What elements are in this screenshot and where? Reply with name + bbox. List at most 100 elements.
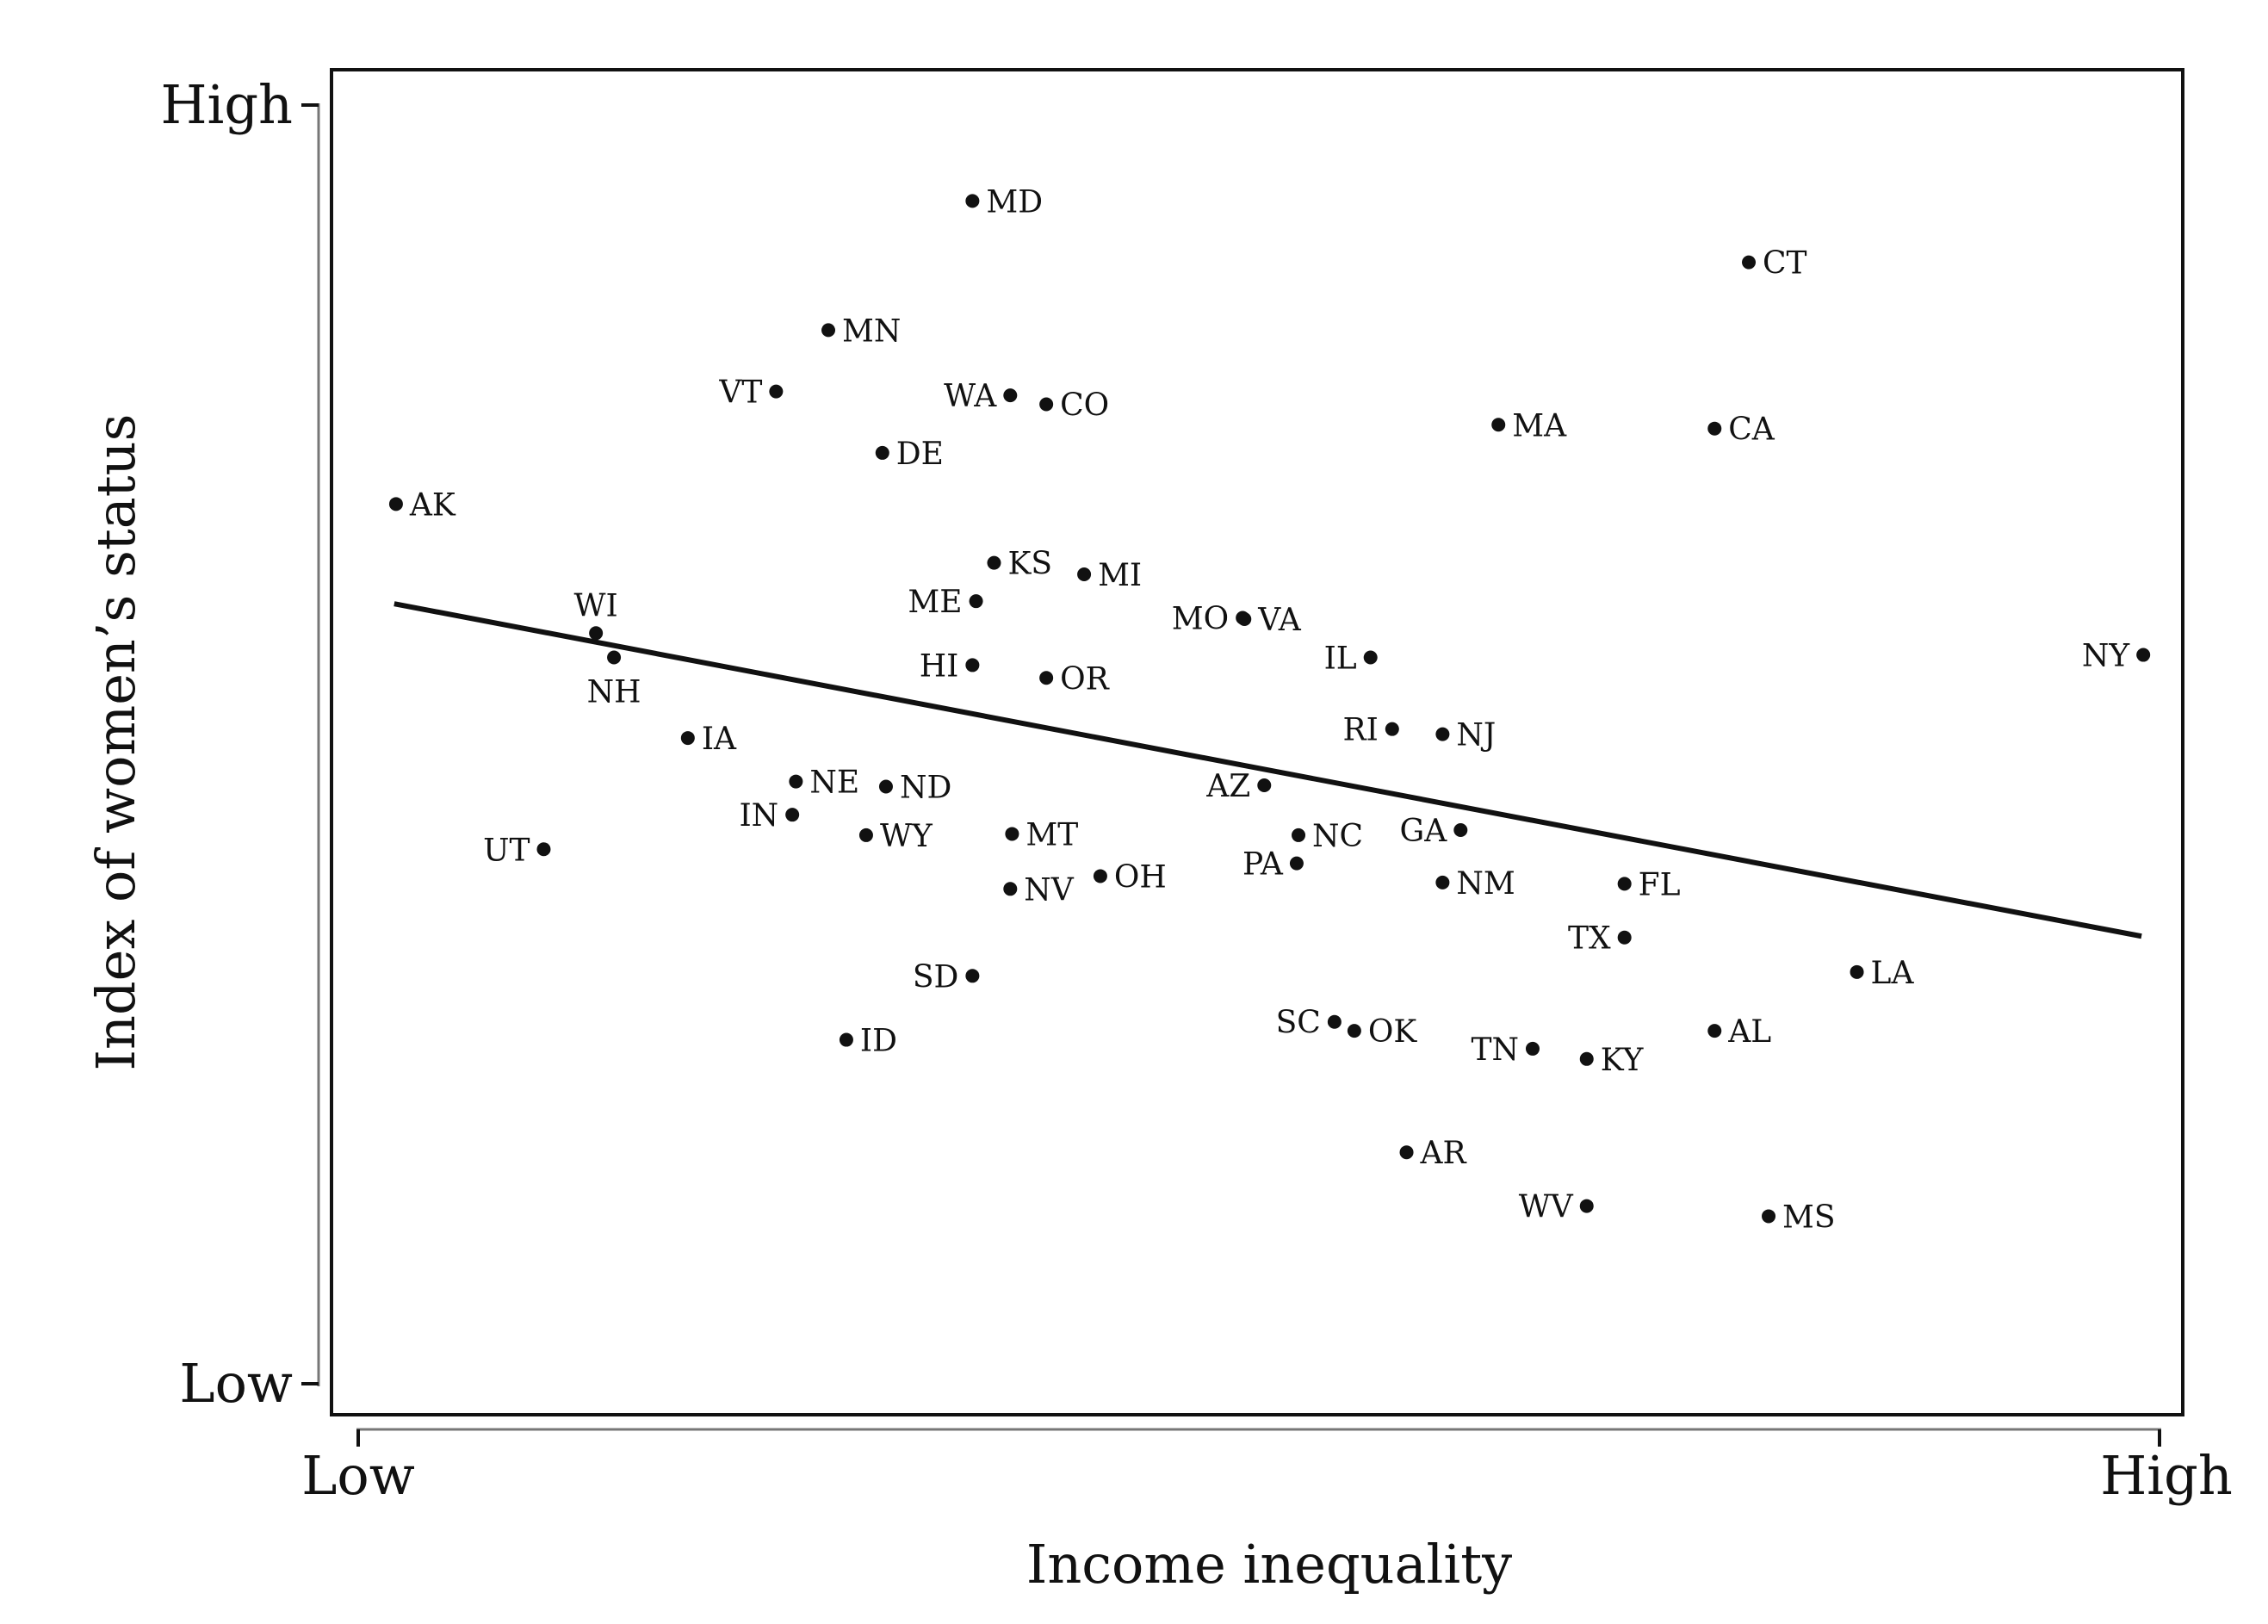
- point-label: FL: [1639, 867, 1681, 902]
- data-point-wa: WA: [944, 379, 1018, 414]
- point-label: WV: [1519, 1190, 1574, 1225]
- data-point-al: AL: [1707, 1014, 1771, 1050]
- data-point-la: LA: [1850, 956, 1915, 991]
- data-point-de: DE: [875, 437, 944, 472]
- point-marker: [1363, 650, 1378, 665]
- data-point-tn: TN: [1471, 1032, 1540, 1068]
- point-label: CA: [1728, 412, 1775, 448]
- point-label: ND: [900, 771, 951, 806]
- data-point-ma: MA: [1491, 408, 1567, 443]
- point-label: AR: [1420, 1136, 1467, 1171]
- data-points: MD CT MN VT WA CO MA CA DE AK KS MI ME MO VA IL NY WI NH HI…: [388, 184, 2151, 1235]
- data-point-oh: OH: [1093, 859, 1167, 895]
- point-label: MT: [1026, 817, 1078, 852]
- point-marker: [1039, 671, 1054, 685]
- point-label: GA: [1400, 814, 1448, 849]
- point-label: HI: [920, 648, 959, 684]
- point-marker: [1327, 1014, 1342, 1029]
- data-point-ny: NY: [2082, 639, 2151, 674]
- point-label: AZ: [1205, 769, 1250, 804]
- data-point-ct: CT: [1742, 246, 1807, 282]
- point-label: WA: [944, 379, 997, 414]
- point-marker: [1077, 567, 1092, 581]
- point-marker: [839, 1032, 853, 1047]
- y-axis: High Low Index of women’s status: [84, 73, 320, 1415]
- point-marker: [1617, 877, 1632, 891]
- point-marker: [1453, 822, 1468, 837]
- data-point-ca: CA: [1707, 412, 1775, 448]
- point-marker: [965, 194, 980, 208]
- data-point-ms: MS: [1762, 1199, 1836, 1235]
- point-label: NJ: [1456, 718, 1496, 753]
- point-marker: [1292, 827, 1306, 842]
- y-axis-title: Index of women’s status: [84, 414, 147, 1071]
- y-tick-label-high: High: [160, 73, 293, 136]
- point-label: TX: [1568, 921, 1611, 957]
- point-label: LA: [1871, 956, 1915, 991]
- point-marker: [1579, 1199, 1594, 1213]
- point-label: OR: [1060, 661, 1110, 697]
- data-point-sd: SD: [913, 959, 980, 995]
- point-label: CO: [1060, 387, 1109, 423]
- point-marker: [1762, 1209, 1776, 1224]
- point-label: NV: [1024, 872, 1075, 908]
- point-label: MN: [842, 313, 901, 349]
- data-point-nj: NJ: [1435, 718, 1496, 753]
- point-marker: [607, 650, 622, 665]
- data-point-wv: WV: [1519, 1190, 1594, 1225]
- point-label: NH: [587, 675, 641, 710]
- data-point-ar: AR: [1399, 1136, 1467, 1171]
- point-marker: [1003, 882, 1018, 896]
- data-point-pa: PA: [1242, 847, 1304, 883]
- x-axis-title: Income inequality: [1026, 1533, 1512, 1596]
- data-point-sc: SC: [1276, 1006, 1342, 1041]
- point-marker: [1707, 1024, 1722, 1038]
- point-marker: [875, 445, 889, 460]
- point-marker: [858, 827, 873, 842]
- point-label: IA: [702, 722, 737, 757]
- point-marker: [987, 555, 1001, 570]
- plot-frame: [330, 68, 2184, 1416]
- data-point-wi: WI: [574, 588, 618, 641]
- point-label: PA: [1242, 847, 1284, 883]
- data-point-ri: RI: [1342, 713, 1399, 748]
- data-point-ut: UT: [483, 833, 551, 868]
- x-tick-label-high: High: [2100, 1444, 2233, 1507]
- data-point-ia: IA: [680, 722, 737, 757]
- point-label: TN: [1471, 1032, 1519, 1068]
- point-marker: [589, 626, 604, 641]
- data-point-wy: WY: [858, 819, 933, 854]
- x-tick-label-low: Low: [301, 1444, 415, 1507]
- point-marker: [1093, 869, 1107, 883]
- point-label: ME: [908, 585, 962, 620]
- data-point-mn: MN: [821, 313, 901, 349]
- point-marker: [785, 808, 800, 822]
- point-marker: [1707, 421, 1722, 436]
- data-point-ok: OK: [1347, 1014, 1417, 1050]
- point-label: IL: [1324, 642, 1357, 677]
- point-label: IN: [739, 798, 778, 834]
- point-label: RI: [1342, 713, 1378, 748]
- data-point-id: ID: [839, 1024, 897, 1059]
- point-marker: [1237, 611, 1252, 626]
- point-marker: [388, 497, 403, 511]
- point-label: ID: [860, 1024, 897, 1059]
- data-point-mo: MO: [1172, 601, 1250, 636]
- data-point-nc: NC: [1292, 819, 1363, 854]
- point-marker: [1525, 1041, 1540, 1056]
- point-label: NY: [2082, 639, 2131, 674]
- data-point-nh: NH: [587, 650, 641, 710]
- point-label: OH: [1114, 859, 1167, 895]
- data-point-il: IL: [1324, 642, 1378, 677]
- point-marker: [1257, 778, 1272, 793]
- point-marker: [1039, 397, 1054, 412]
- point-label: VA: [1257, 603, 1302, 638]
- data-point-ga: GA: [1400, 814, 1468, 849]
- point-marker: [789, 774, 803, 789]
- data-point-in: IN: [739, 798, 800, 834]
- point-label: NE: [809, 766, 859, 801]
- point-marker: [1435, 875, 1450, 889]
- point-marker: [965, 969, 980, 983]
- point-marker: [769, 384, 784, 399]
